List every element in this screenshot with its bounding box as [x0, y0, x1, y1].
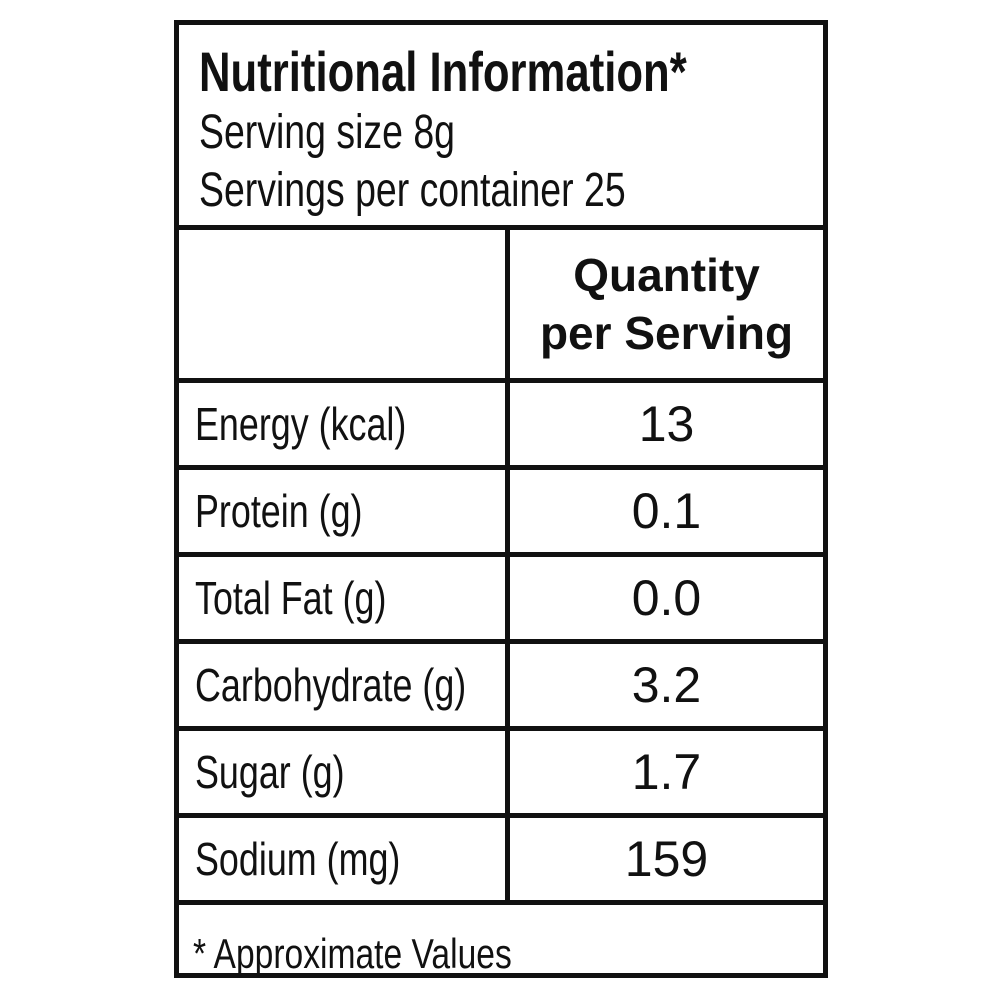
nutrient-value: 3.2: [631, 657, 702, 713]
value-cell: 13: [510, 383, 823, 465]
table-row: Sugar (g) 1.7: [179, 731, 823, 818]
nutrient-cell: Sodium (mg): [179, 818, 510, 900]
nutrient-cell: Carbohydrate (g): [179, 644, 510, 726]
title: Nutritional Information*: [199, 40, 687, 103]
nutrient-name: Sugar (g): [195, 746, 345, 798]
nutrient-value: 13: [638, 396, 695, 452]
value-cell: 1.7: [510, 731, 823, 813]
table-row: Energy (kcal) 13: [179, 383, 823, 470]
nutrient-cell: Sugar (g): [179, 731, 510, 813]
column-header: Quantity per Serving: [539, 249, 794, 359]
servings-per-container: Servings per container 25: [199, 164, 626, 217]
empty-header-cell: [179, 230, 510, 378]
nutrient-cell: Energy (kcal): [179, 383, 510, 465]
nutrient-name: Protein (g): [195, 485, 363, 537]
value-cell: 0.1: [510, 470, 823, 552]
table-row: Carbohydrate (g) 3.2: [179, 644, 823, 731]
nutrient-name: Sodium (mg): [195, 833, 401, 885]
value-cell: 0.0: [510, 557, 823, 639]
nutrient-value: 1.7: [631, 744, 702, 800]
nutrient-value: 0.1: [631, 483, 702, 539]
table-row: Sodium (mg) 159: [179, 818, 823, 905]
value-cell: 159: [510, 818, 823, 900]
value-cell: 3.2: [510, 644, 823, 726]
column-header-cell: Quantity per Serving: [510, 230, 823, 378]
nutrient-value: 0.0: [631, 570, 702, 626]
table-row: Total Fat (g) 0.0: [179, 557, 823, 644]
serving-size: Serving size 8g: [199, 106, 455, 159]
table-header-row: Quantity per Serving: [179, 230, 823, 383]
nutrient-value: 159: [624, 831, 709, 887]
nutrient-cell: Total Fat (g): [179, 557, 510, 639]
nutrient-name: Energy (kcal): [195, 398, 407, 450]
nutrient-name: Total Fat (g): [195, 572, 387, 624]
nutrient-name: Carbohydrate (g): [195, 659, 467, 711]
nutrient-cell: Protein (g): [179, 470, 510, 552]
table-row: Protein (g) 0.1: [179, 470, 823, 557]
label-header: Nutritional Information* Serving size 8g…: [179, 25, 823, 230]
nutrition-label: Nutritional Information* Serving size 8g…: [174, 20, 828, 978]
footnote: * Approximate Values: [193, 930, 512, 977]
